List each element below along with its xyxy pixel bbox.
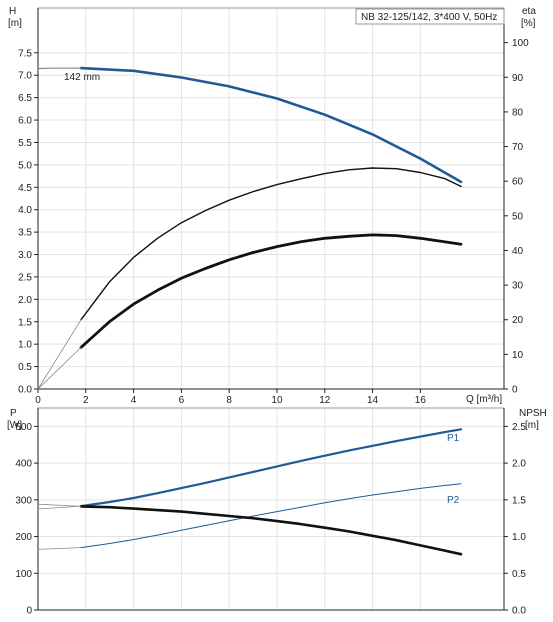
power-axis-label-line2: [W]: [7, 420, 22, 431]
npsh-tick-label: 2.0: [512, 459, 526, 470]
top-left-axis-label: H [m]: [8, 6, 22, 29]
y-right-tick-label: 30: [512, 281, 524, 292]
y-right-tick-label: 80: [512, 107, 524, 118]
x-tick-label: 0: [35, 395, 41, 406]
y-axis-label-left-line2: [m]: [8, 18, 22, 29]
top-head-curve: [79, 66, 463, 184]
y-left-tick-label: 3.0: [18, 250, 32, 261]
npsh-tick-label: 1.0: [512, 532, 526, 543]
x-tick-label: 16: [415, 395, 427, 406]
series-label-p1: P1: [447, 433, 460, 444]
y-left-tick-label: 6.5: [18, 93, 32, 104]
y-left-tick-label: 0.0: [18, 385, 32, 396]
y-left-tick-label: 4.0: [18, 205, 32, 216]
x-tick-label: 10: [271, 395, 283, 406]
x-tick-label: 6: [179, 395, 185, 406]
top-curves: [37, 66, 463, 390]
chart-title: NB 32-125/142, 3*400 V, 50Hz: [361, 12, 497, 23]
y-right-tick-label: 40: [512, 246, 524, 257]
top-right-axis-label: eta [%]: [521, 6, 536, 29]
bottom-npsh-curve: [79, 505, 463, 556]
top-panel: 0 2 4 6 8 10 12 14 16 0.0 0.5 1.0 1.5 2.0 2.5 3.0 3.5 4.0…: [8, 6, 536, 406]
npsh-tick-label: 2.5: [512, 422, 526, 433]
y-left-tick-label: 2.5: [18, 272, 32, 283]
y-right-tick-label: 50: [512, 211, 524, 222]
bottom-plot-frame: [37, 407, 505, 611]
top-axes: 0 2 4 6 8 10 12 14 16 0.0 0.5 1.0 1.5 2.0 2.5 3.0 3.5 4.0…: [18, 8, 529, 406]
y-axis-label-right-line2: [%]: [521, 18, 536, 29]
x-tick-label: 14: [367, 395, 379, 406]
y-right-tick-label: 60: [512, 177, 524, 188]
bottom-right-axis-label: NPSH [m]: [519, 408, 547, 431]
top-plot-frame: [37, 7, 505, 390]
y-left-tick-label: 6.0: [18, 116, 32, 127]
y-right-tick-label: 0: [512, 385, 518, 396]
y-right-tick-label: 90: [512, 73, 524, 84]
y-right-tick-label: 100: [512, 38, 529, 49]
top-eta-total-extension-curve: [37, 346, 82, 390]
bottom-gridlines: [38, 408, 504, 610]
y-left-tick-label: 5.0: [18, 160, 32, 171]
y-left-tick-label: 1.5: [18, 317, 32, 328]
y-right-tick-label: 10: [512, 350, 524, 361]
bottom-curves: [37, 428, 463, 556]
power-tick-label: 300: [15, 495, 32, 506]
y-left-tick-label: 2.0: [18, 295, 32, 306]
power-axis-label-line1: P: [10, 408, 17, 419]
top-eta-pump-extension-curve: [37, 319, 82, 390]
power-tick-label: 400: [15, 459, 32, 470]
power-tick-label: 500: [15, 422, 32, 433]
power-tick-label: 0: [26, 606, 32, 617]
y-right-tick-label: 70: [512, 142, 524, 153]
y-axis-label-left-line1: H: [9, 6, 16, 17]
x-tick-label: 12: [319, 395, 331, 406]
y-axis-label-right-line1: eta: [522, 6, 536, 17]
npsh-axis-label-line1: NPSH: [519, 408, 547, 419]
bottom-p2-extension-curve: [37, 547, 82, 550]
top-gridlines: [38, 8, 504, 389]
bottom-p1-curve: [79, 428, 463, 508]
y-left-tick-label: 3.5: [18, 228, 32, 239]
top-eta-total-curve: [79, 233, 463, 349]
npsh-tick-label: 1.5: [512, 495, 526, 506]
npsh-tick-label: 0.5: [512, 569, 526, 580]
y-left-tick-label: 7.5: [18, 48, 32, 59]
y-left-tick-label: 4.5: [18, 183, 32, 194]
y-left-tick-label: 1.0: [18, 340, 32, 351]
top-eta-pump-curve: [80, 167, 462, 321]
bottom-panel: 0 100 200 300 400 500 0.0 0.5 1.0 1.5 2.0 2.5 P1 P2…: [7, 407, 547, 617]
bottom-p2-curve: [80, 483, 462, 549]
bottom-npsh-extension-curve: [37, 503, 82, 507]
x-axis-label: Q [m³/h]: [466, 394, 502, 405]
x-tick-label: 2: [83, 395, 89, 406]
y-right-tick-label: 20: [512, 315, 524, 326]
series-label-p2: P2: [447, 495, 460, 506]
curve-label-142mm: 142 mm: [64, 72, 100, 83]
npsh-tick-label: 0.0: [512, 606, 526, 617]
power-tick-label: 200: [15, 532, 32, 543]
y-left-tick-label: 7.0: [18, 71, 32, 82]
y-left-tick-label: 0.5: [18, 362, 32, 373]
bottom-p1-extension-curve: [37, 505, 82, 510]
title-box: [355, 8, 505, 25]
x-tick-label: 4: [131, 395, 137, 406]
npsh-axis-label-line2: [m]: [525, 420, 539, 431]
x-tick-label: 8: [226, 395, 232, 406]
bottom-left-axis-label: P [W]: [7, 408, 22, 431]
y-left-tick-label: 5.5: [18, 138, 32, 149]
power-tick-label: 100: [15, 569, 32, 580]
